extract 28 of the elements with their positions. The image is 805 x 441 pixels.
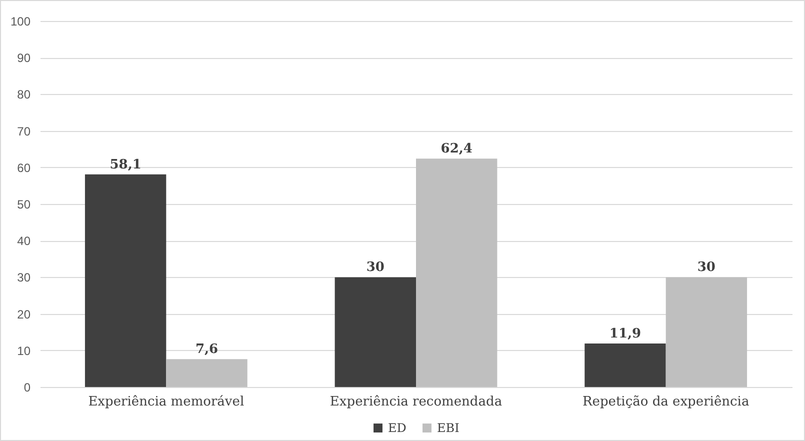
x-tick-label: Repetição da experiência [582, 394, 750, 410]
y-tick-label: 80 [17, 88, 31, 102]
y-tick-label: 10 [17, 344, 31, 358]
y-tick-label: 40 [17, 234, 31, 248]
y-tick-label: 0 [24, 380, 31, 394]
y-tick-label: 20 [17, 307, 31, 322]
bar [84, 174, 166, 387]
x-tick-label: Experiência memorável [88, 394, 244, 410]
x-tick-label: Experiência recomendada [330, 394, 502, 410]
y-tick-label: 70 [17, 124, 31, 138]
data-label: 62,4 [440, 142, 472, 157]
y-tick-label: 100 [10, 14, 31, 28]
y-tick-label: 50 [17, 198, 31, 212]
data-label: 30 [697, 260, 716, 276]
y-tick-label: 60 [17, 160, 31, 175]
data-label: 11,9 [609, 326, 642, 342]
data-label: 58,1 [110, 157, 142, 172]
bar [416, 158, 498, 387]
bar [334, 277, 416, 387]
bar [584, 343, 666, 387]
bar [166, 359, 248, 387]
data-label: 7,6 [195, 342, 218, 358]
y-tick-label: 30 [17, 270, 31, 285]
legend-label: ED [388, 421, 406, 435]
y-tick-label: 90 [17, 51, 31, 66]
data-label: 30 [366, 260, 384, 276]
legend-label: EBI [437, 421, 460, 435]
bar [666, 277, 748, 387]
